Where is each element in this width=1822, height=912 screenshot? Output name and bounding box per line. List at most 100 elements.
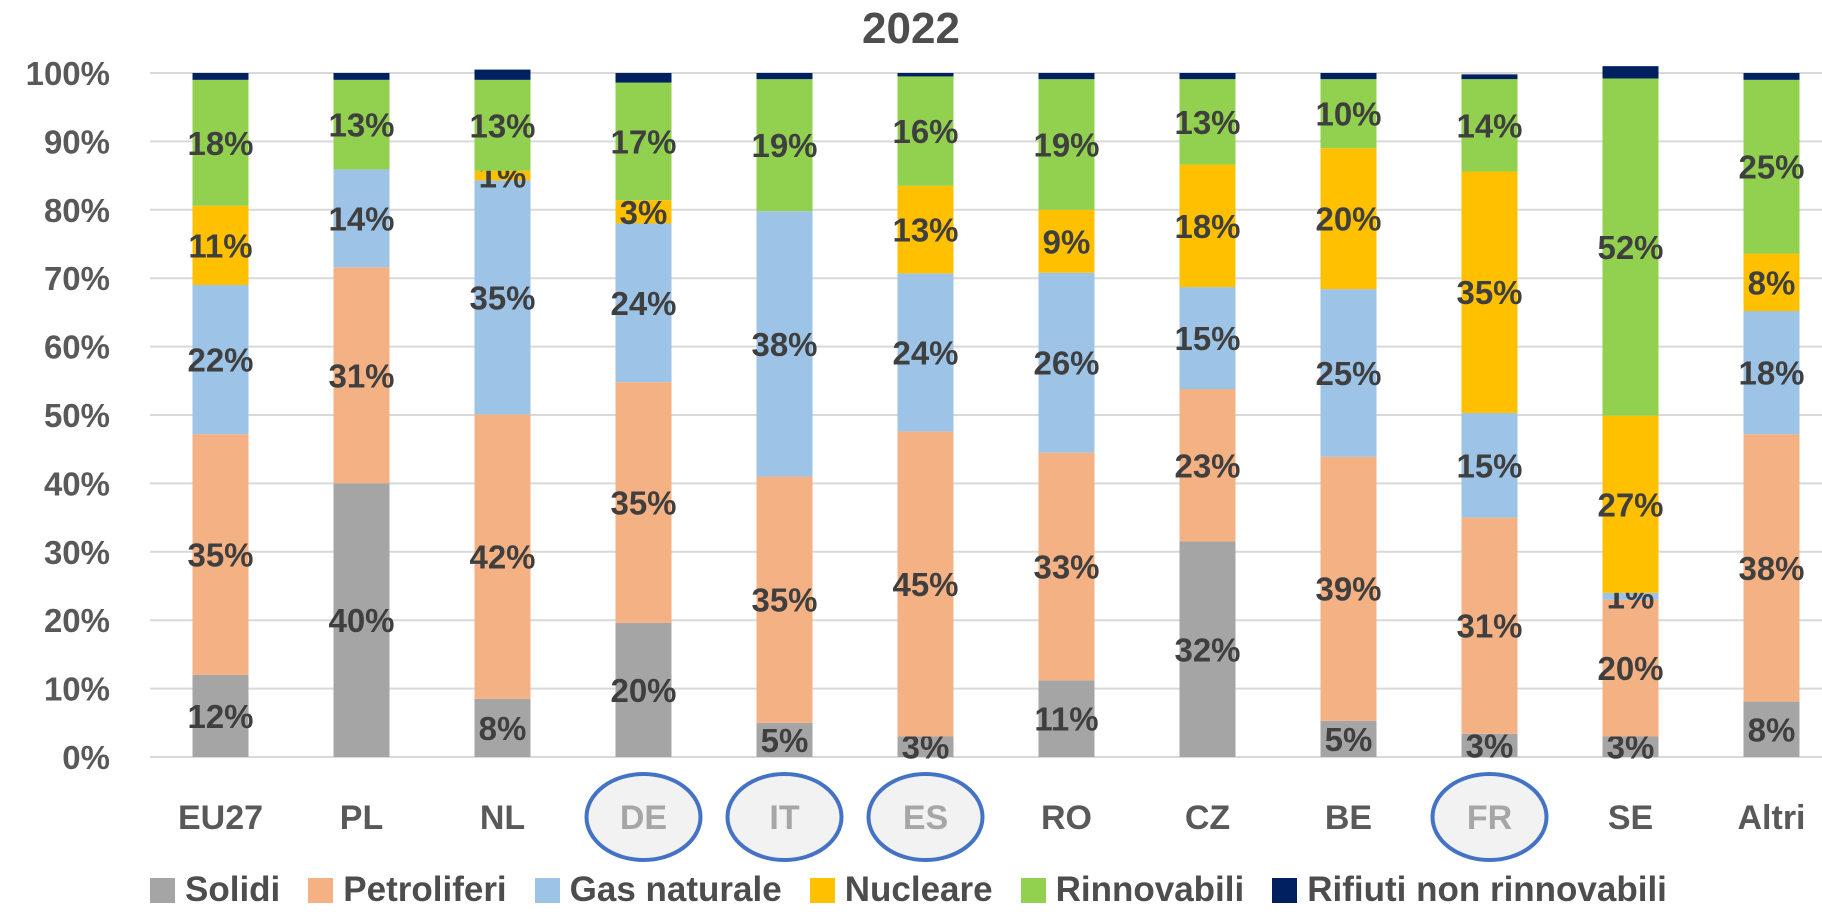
bar-segment [1038, 272, 1095, 453]
bar-segment [615, 382, 672, 623]
chart-legend: Solidi Petroliferi Gas naturale Nucleare Rin… [150, 868, 1695, 912]
bar-segment [1461, 517, 1518, 734]
legend-label: Gas naturale [569, 870, 782, 909]
data-label: 52% [1597, 229, 1663, 266]
bar-segment [333, 73, 390, 80]
legend-swatch [809, 877, 835, 903]
y-tick-label: 40% [44, 465, 110, 502]
legend-swatch [534, 877, 560, 903]
bar-segment [897, 73, 954, 77]
legend-item: Rifiuti non rinnovabili [1272, 870, 1667, 910]
bar-segment [1461, 74, 1518, 80]
data-label: 26% [1033, 345, 1099, 382]
bar-segment [756, 476, 813, 723]
legend-swatch [1272, 877, 1298, 903]
bar-segment [615, 200, 672, 224]
x-tick-label: IT [769, 799, 799, 837]
bar-segment [1743, 434, 1800, 702]
data-label: 24% [610, 285, 676, 322]
bar-segment [333, 79, 390, 170]
data-label: 35% [187, 537, 253, 574]
x-tick-label: Altri [1738, 799, 1806, 837]
data-label: 9% [1043, 223, 1091, 260]
x-tick-label: SE [1608, 799, 1653, 837]
data-label: 20% [610, 672, 676, 709]
bar-segment [1461, 171, 1518, 413]
bar-segment [1743, 701, 1800, 757]
bar-segment [897, 431, 954, 737]
data-label: 35% [1456, 274, 1522, 311]
bar-segment [1179, 287, 1236, 390]
bar-segment [615, 223, 672, 383]
bar-segment [333, 169, 390, 268]
y-tick-label: 0% [62, 739, 110, 776]
y-tick-label: 30% [44, 534, 110, 571]
bar-segment [1461, 412, 1518, 518]
bar-segment [474, 69, 531, 80]
y-tick-label: 100% [26, 55, 110, 92]
legend-item: Rinnovabili [1020, 870, 1245, 910]
data-label: 38% [1738, 550, 1804, 587]
bar-segment [1179, 79, 1236, 165]
bar-segment [1743, 311, 1800, 435]
bar-segment [1038, 209, 1095, 273]
x-tick-label: NL [480, 799, 525, 837]
y-tick-label: 80% [44, 192, 110, 229]
bar-segment [1743, 73, 1800, 80]
data-label: 20% [1597, 650, 1663, 687]
bar-segment [1320, 148, 1377, 290]
data-label: 32% [1174, 631, 1240, 668]
legend-item: Solidi [150, 870, 280, 910]
bar-segment [1743, 79, 1800, 254]
legend-label: Rifiuti non rinnovabili [1307, 870, 1667, 909]
legend-label: Rinnovabili [1055, 870, 1245, 909]
legend-label: Petroliferi [343, 870, 507, 909]
data-label: 8% [1748, 264, 1796, 301]
x-tick-label: EU27 [178, 799, 263, 837]
bar-segment [1602, 78, 1659, 416]
data-label: 35% [469, 279, 535, 316]
data-label: 11% [188, 227, 252, 264]
bar-segment [1461, 79, 1518, 172]
data-label: 10% [1315, 96, 1381, 133]
bar-segment [1602, 599, 1659, 737]
bar-segment [756, 73, 813, 80]
data-label: 42% [469, 539, 535, 576]
bar-segment [1038, 680, 1095, 757]
legend-item: Nucleare [809, 870, 993, 910]
bar-segment [474, 170, 531, 181]
bar-segment [615, 622, 672, 757]
y-tick-label: 60% [44, 329, 110, 366]
legend-swatch [150, 877, 175, 903]
data-label: 31% [1456, 608, 1522, 645]
data-label: 17% [610, 123, 676, 160]
bar-segment [1320, 79, 1377, 149]
data-label: 20% [1315, 201, 1381, 238]
data-label: 22% [187, 342, 253, 379]
data-label: 27% [1597, 486, 1663, 523]
data-label: 45% [892, 566, 958, 603]
bar-segment [897, 736, 954, 757]
data-label: 16% [892, 113, 958, 150]
data-label: 18% [1174, 208, 1240, 245]
data-label: 25% [1315, 355, 1381, 392]
bar-segment [1602, 415, 1659, 593]
data-label: 13% [1174, 104, 1240, 141]
bar-segment [474, 79, 531, 171]
data-label: 31% [328, 357, 394, 394]
x-tick-label: CZ [1185, 799, 1230, 837]
highlight-circle [1430, 772, 1549, 862]
x-tick-label: RO [1041, 799, 1092, 837]
legend-item: Gas naturale [534, 870, 782, 910]
bar-segment [1320, 720, 1377, 757]
bar-segment [192, 285, 249, 435]
legend-swatch [308, 877, 334, 903]
x-tick-label: ES [903, 799, 948, 837]
data-label: 19% [1033, 126, 1099, 163]
data-label: 24% [892, 334, 958, 371]
data-label: 40% [328, 602, 394, 639]
legend-label: Solidi [185, 870, 281, 909]
bar-segment [1743, 253, 1800, 312]
x-tick-label: BE [1325, 799, 1372, 837]
